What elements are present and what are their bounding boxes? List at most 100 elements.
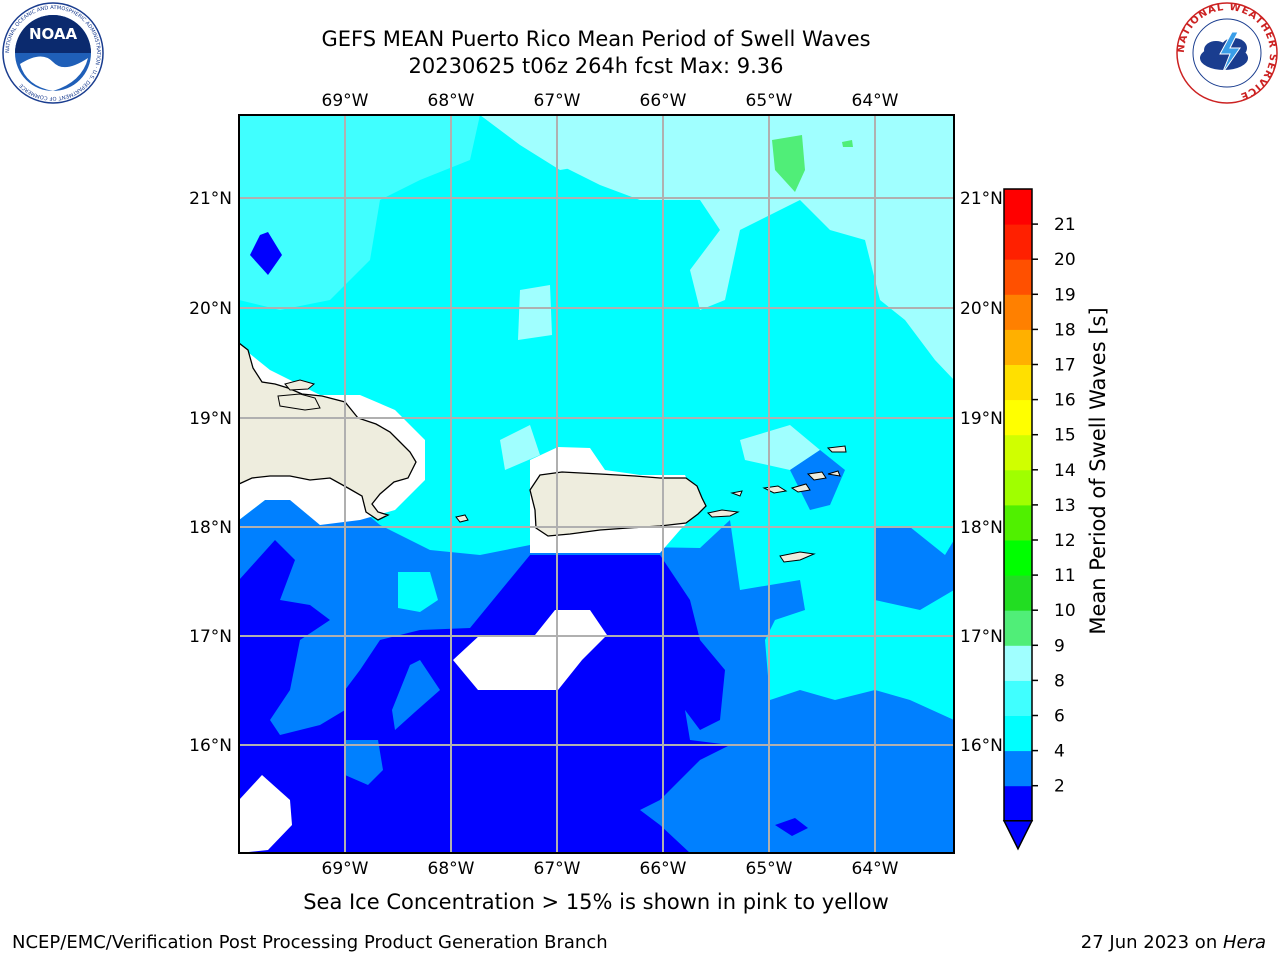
land-island [827, 470, 841, 477]
swell-zone-6-8 [239, 115, 480, 310]
lon-label-top: 65°W [746, 91, 793, 111]
colorbar-segment [1004, 224, 1032, 260]
land-island [277, 393, 321, 411]
swell-zone-4-6 [345, 740, 383, 785]
lat-label-left: 18°N [189, 518, 232, 538]
colorbar-segment [1004, 750, 1032, 787]
footer-machine: Hera [1222, 932, 1266, 953]
lon-label-bottom: 67°W [534, 859, 581, 879]
colorbar-tick-label: 9 [1054, 636, 1065, 656]
land-island [779, 551, 816, 563]
land-island [706, 509, 740, 518]
lat-label-right: 18°N [960, 518, 1003, 538]
footer-date: 27 Jun 2023 on Hera [1081, 932, 1266, 953]
noaa-logo-text: NOAA [29, 25, 78, 43]
no-data-area [453, 610, 607, 690]
colorbar-segment [1004, 645, 1032, 681]
swell-zone-2-4 [250, 232, 282, 275]
colorbar-segment [1004, 680, 1032, 716]
colorbar-tick-label: 19 [1054, 285, 1076, 305]
lon-label-bottom: 64°W [852, 859, 899, 879]
lon-label-top: 69°W [322, 91, 369, 111]
swell-zone-8-9 [870, 225, 905, 240]
colorbar-tick-label: 11 [1054, 566, 1076, 586]
swell-zone-9-10 [842, 140, 853, 147]
lat-label-right: 20°N [960, 299, 1003, 319]
lat-label-right: 19°N [960, 409, 1003, 429]
colorbar-segment [1004, 469, 1032, 506]
colorbar-segment [1004, 504, 1032, 541]
swell-zone-8-9 [518, 285, 552, 340]
land-island [826, 445, 847, 453]
lon-label-bottom: 69°W [322, 859, 369, 879]
colorbar-tick-label: 15 [1054, 426, 1076, 446]
colorbar-segment [1004, 575, 1032, 611]
swell-zone-4-6 [875, 527, 954, 610]
lat-label-left: 19°N [189, 409, 232, 429]
lon-label-top: 67°W [534, 91, 581, 111]
swell-zone-9-10 [772, 135, 805, 192]
colorbar-segment [1004, 259, 1032, 295]
colorbar-tick-label: 17 [1054, 356, 1076, 376]
colorbar-tick-label: 21 [1054, 215, 1076, 235]
lat-label-left: 16°N [189, 736, 232, 756]
colorbar-tick-label: 10 [1054, 601, 1076, 621]
lon-label-top: 68°W [428, 91, 475, 111]
colorbar-segment [1004, 189, 1032, 225]
colorbar-tick-label: 13 [1054, 496, 1076, 516]
no-data-area [239, 775, 292, 853]
land-island [790, 483, 811, 493]
colorbar-label: Mean Period of Swell Waves [s] [1086, 307, 1110, 634]
lat-label-right: 17°N [960, 627, 1003, 647]
colorbar-extend-arrow [1002, 820, 1034, 851]
lat-label-left: 17°N [189, 627, 232, 647]
colorbar-tick-label: 8 [1054, 671, 1065, 691]
lon-label-bottom: 68°W [428, 859, 475, 879]
colorbar-segment [1004, 715, 1032, 752]
swell-zone-4-6 [392, 660, 440, 730]
colorbar-tick-label: 6 [1054, 707, 1065, 727]
colorbar-tick-label: 20 [1054, 250, 1076, 270]
colorbar-segment [1004, 785, 1032, 822]
colorbar-segment [1004, 540, 1032, 576]
swell-zone-6-8 [398, 572, 438, 612]
lon-label-top: 66°W [640, 91, 687, 111]
lat-label-right: 21°N [960, 189, 1003, 209]
chart-title: GEFS MEAN Puerto Rico Mean Period of Swe… [321, 27, 871, 51]
colorbar-segment [1004, 329, 1032, 365]
sea-ice-footnote: Sea Ice Concentration > 15% is shown in … [303, 890, 889, 914]
lat-label-left: 21°N [189, 189, 232, 209]
colorbar-tick-label: 16 [1054, 391, 1076, 411]
colorbar-tick-label: 18 [1054, 320, 1076, 340]
colorbar-segment [1004, 399, 1032, 436]
land-island [455, 514, 469, 523]
colorbar-tick-label: 14 [1054, 461, 1076, 481]
colorbar-segment [1004, 434, 1032, 471]
swell-zone-8-9 [740, 425, 820, 470]
swell-zone-8-9 [500, 425, 540, 470]
footer-credit: NCEP/EMC/Verification Post Processing Pr… [12, 932, 608, 953]
land-island [806, 471, 827, 481]
colorbar-tick-label: 2 [1054, 777, 1065, 797]
colorbar-segment [1004, 364, 1032, 401]
colorbar-tick-label: 12 [1054, 531, 1076, 551]
lon-label-bottom: 66°W [640, 859, 687, 879]
map-canvas [239, 115, 954, 853]
colorbar-segment [1004, 294, 1032, 330]
lat-label-left: 20°N [189, 299, 232, 319]
noaa-logo: NOAA NATIONAL OCEANIC AND ATMOSPHERIC AD… [2, 2, 104, 104]
nws-logo: NATIONAL WEATHER SERVICE [1176, 2, 1278, 104]
lat-label-right: 16°N [960, 736, 1003, 756]
lon-label-bottom: 65°W [746, 859, 793, 879]
swell-zone-2-4 [775, 818, 808, 836]
colorbar: 2 4 6 8 9 10 11 12 13 14 15 16 17 18 19 20 21 [1002, 188, 1076, 851]
graticule [239, 115, 954, 853]
swell-zone-4-6 [790, 450, 845, 510]
map-frame [238, 114, 955, 854]
colorbar-segment [1004, 610, 1032, 646]
colorbar-tick-label: 4 [1054, 742, 1065, 762]
footer-date-text: 27 Jun 2023 on [1080, 932, 1223, 953]
swell-zone-8-9 [480, 115, 954, 380]
chart-subtitle: 20230625 t06z 264h fcst Max: 9.36 [408, 54, 784, 78]
